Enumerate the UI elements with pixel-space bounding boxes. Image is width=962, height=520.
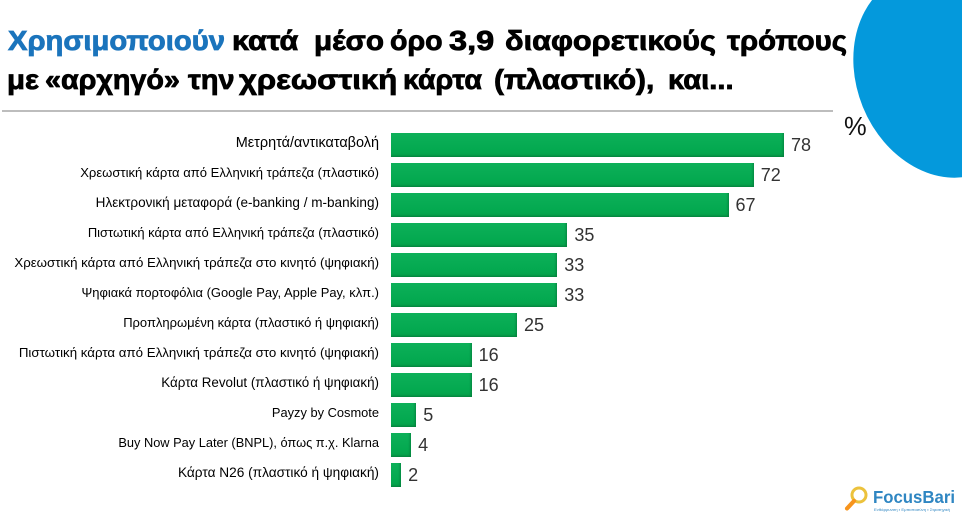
svg-text:FocusBari: FocusBari xyxy=(873,487,955,507)
svg-text:Ενθάρρυνση ▪ Εμπιστοσύνη ▪ Στρ: Ενθάρρυνση ▪ Εμπιστοσύνη ▪ Στρατηγική xyxy=(874,508,950,512)
